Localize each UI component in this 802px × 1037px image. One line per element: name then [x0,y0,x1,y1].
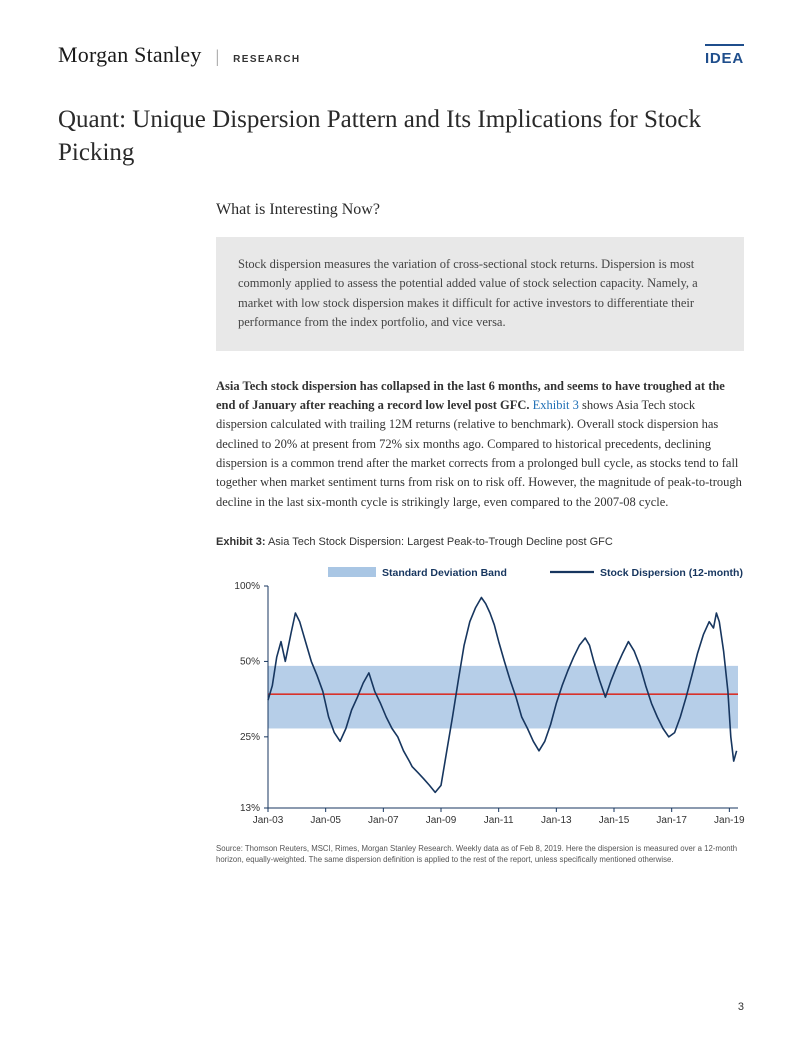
svg-text:Stock Dispersion (12-month): Stock Dispersion (12-month) [600,567,743,579]
svg-text:Jan-11: Jan-11 [484,815,514,826]
svg-text:13%: 13% [240,803,260,814]
svg-text:Jan-05: Jan-05 [310,815,341,826]
svg-text:100%: 100% [234,581,260,592]
exhibit-link[interactable]: Exhibit 3 [533,398,579,412]
chart-source: Source: Thomson Reuters, MSCI, Rimes, Mo… [216,844,744,865]
page-number: 3 [738,1001,744,1013]
body-paragraph: Asia Tech stock dispersion has collapsed… [216,377,744,513]
svg-text:Jan-15: Jan-15 [599,815,630,826]
svg-text:Jan-17: Jan-17 [656,815,687,826]
callout-box: Stock dispersion measures the variation … [216,237,744,351]
header: Morgan Stanley | RESEARCH IDEA [58,42,744,68]
chart-svg: Standard Deviation Band Stock Dispersion … [216,558,746,838]
brand-logo: Morgan Stanley [58,42,202,68]
brand-divider: | [216,46,220,67]
svg-text:Jan-13: Jan-13 [541,815,572,826]
page: Morgan Stanley | RESEARCH IDEA Quant: Un… [0,0,802,1037]
exhibit-label: Exhibit 3: Asia Tech Stock Dispersion: L… [216,536,744,548]
exhibit-number: Exhibit 3: [216,536,266,548]
svg-text:Jan-07: Jan-07 [368,815,399,826]
svg-text:Jan-09: Jan-09 [426,815,457,826]
dispersion-chart: Standard Deviation Band Stock Dispersion … [216,558,746,838]
research-label: RESEARCH [233,54,300,65]
svg-text:25%: 25% [240,732,260,743]
header-left: Morgan Stanley | RESEARCH [58,42,300,68]
svg-text:50%: 50% [240,657,260,668]
exhibit-title: Asia Tech Stock Dispersion: Largest Peak… [266,536,613,548]
body-rest: shows Asia Tech stock dispersion calcula… [216,398,742,509]
svg-text:Standard Deviation Band: Standard Deviation Band [382,567,507,579]
svg-text:Jan-03: Jan-03 [253,815,284,826]
content-column: What is Interesting Now? Stock dispersio… [216,201,744,865]
svg-text:Jan-19: Jan-19 [714,815,745,826]
idea-badge: IDEA [705,44,744,67]
page-title: Quant: Unique Dispersion Pattern and Its… [58,104,744,169]
section-subtitle: What is Interesting Now? [216,201,744,219]
